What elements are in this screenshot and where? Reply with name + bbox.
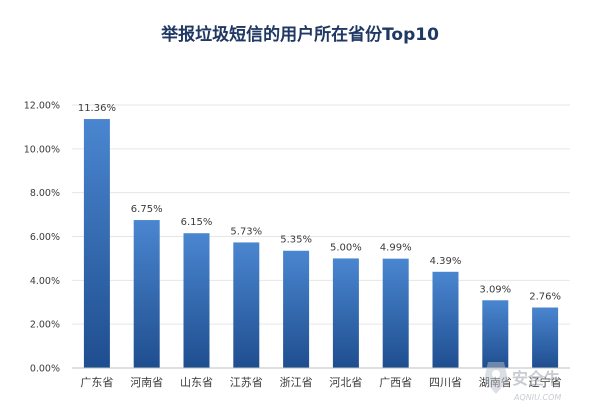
category-label: 江苏省 <box>230 376 263 389</box>
data-label: 5.73% <box>230 226 262 237</box>
data-label: 6.75% <box>131 204 163 215</box>
bar <box>133 220 160 368</box>
bar <box>83 119 110 368</box>
data-label: 5.00% <box>330 242 362 253</box>
y-tick-label: 4.00% <box>30 276 60 287</box>
data-label: 3.09% <box>479 284 511 295</box>
watermark-logo-icon <box>484 362 508 394</box>
y-tick-label: 6.00% <box>30 232 60 243</box>
y-tick-label: 2.00% <box>30 320 60 331</box>
data-label: 5.35% <box>280 235 312 246</box>
data-label: 11.36% <box>78 103 116 114</box>
y-axis-ticks: 0.00% 2.00% 4.00% 6.00% 8.00% 10.00% 12.00% <box>24 101 60 375</box>
y-tick-label: 8.00% <box>30 188 60 199</box>
y-tick-label: 10.00% <box>24 144 60 155</box>
category-label: 河南省 <box>130 376 163 389</box>
category-label: 山东省 <box>180 376 213 389</box>
category-label: 四川省 <box>429 376 462 389</box>
category-label: 浙江省 <box>280 376 313 389</box>
category-label: 辽宁省 <box>529 375 562 389</box>
chart-title: 举报垃圾短信的用户所在省份Top10 <box>160 24 439 45</box>
watermark-text: 安全牛 <box>512 369 560 388</box>
bar <box>283 250 310 368</box>
data-labels: 11.36% 6.75% 6.15% 5.73% 5.35% 5.00% 4.99% 4.39… <box>78 103 561 302</box>
data-label: 4.99% <box>380 243 412 254</box>
bar <box>332 258 359 368</box>
bars <box>83 119 559 368</box>
data-label: 2.76% <box>529 292 561 303</box>
category-label: 广西省 <box>379 376 412 389</box>
y-tick-label: 12.00% <box>24 101 60 112</box>
bar <box>183 233 210 368</box>
bar <box>432 271 459 368</box>
data-label: 4.39% <box>430 256 462 267</box>
data-label: 6.15% <box>181 217 213 228</box>
y-tick-label: 0.00% <box>30 364 60 375</box>
bar <box>482 300 509 368</box>
category-label: 广东省 <box>80 376 113 389</box>
category-label: 河北省 <box>329 376 362 389</box>
bar <box>382 258 409 368</box>
bar <box>532 307 559 368</box>
bar <box>233 242 260 368</box>
watermark: 安全牛 AQNIU.COM <box>484 362 561 402</box>
watermark-subtext: AQNIU.COM <box>513 393 561 402</box>
